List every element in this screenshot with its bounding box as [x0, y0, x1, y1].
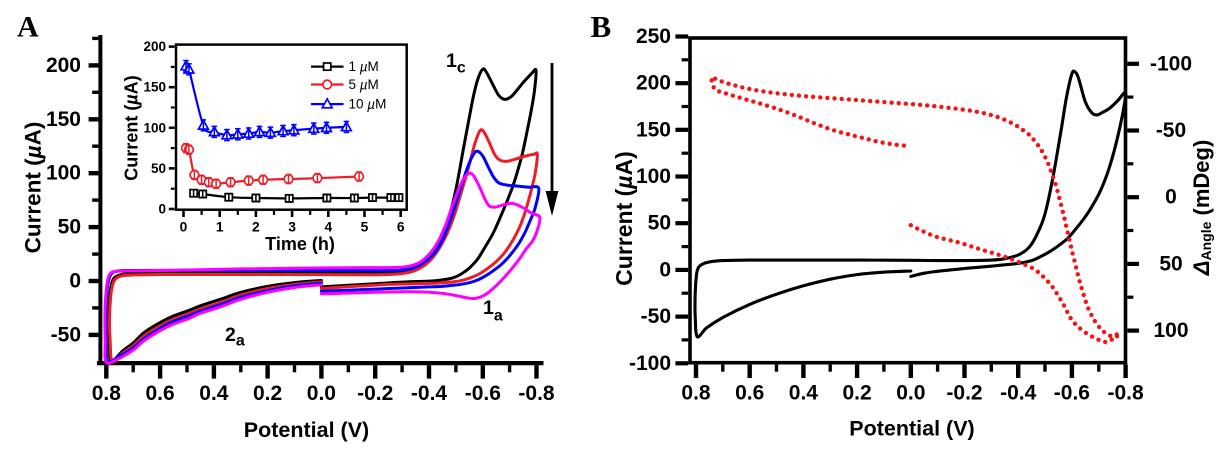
svg-text:5: 5: [361, 219, 369, 234]
svg-text:0.0: 0.0: [307, 382, 336, 405]
svg-text:200: 200: [636, 72, 671, 95]
svg-text:-50: -50: [641, 305, 671, 328]
svg-text:-0.2: -0.2: [357, 382, 393, 405]
svg-text:0.4: 0.4: [199, 382, 229, 405]
svg-text:10 µM: 10 µM: [349, 97, 387, 112]
svg-text:0: 0: [158, 202, 166, 217]
svg-text:-50: -50: [1156, 119, 1186, 142]
svg-text:150: 150: [143, 80, 166, 95]
svg-text:Time (h): Time (h): [265, 234, 335, 254]
svg-text:0.6: 0.6: [145, 382, 174, 405]
svg-text:250: 250: [636, 25, 671, 48]
svg-text:5 µM: 5 µM: [349, 77, 379, 92]
svg-text:50: 50: [58, 216, 81, 239]
svg-text:0.4: 0.4: [789, 382, 819, 405]
svg-text:50: 50: [1159, 252, 1182, 275]
svg-text:-0.2: -0.2: [946, 382, 982, 405]
svg-text:2: 2: [252, 219, 260, 234]
svg-text:B: B: [591, 9, 612, 44]
svg-text:ΔAngle (mDeg): ΔAngle (mDeg): [1189, 140, 1215, 277]
svg-text:Potential (V): Potential (V): [244, 418, 369, 442]
svg-text:0.6: 0.6: [735, 382, 764, 405]
svg-text:Current (µA): Current (µA): [611, 151, 637, 286]
svg-text:1 µM: 1 µM: [349, 59, 379, 74]
svg-text:Current (µA): Current (µA): [122, 75, 142, 180]
svg-text:200: 200: [46, 54, 81, 77]
svg-text:-0.4: -0.4: [411, 382, 448, 405]
svg-text:A: A: [17, 11, 39, 44]
svg-text:-0.8: -0.8: [518, 382, 555, 405]
svg-text:50: 50: [648, 212, 671, 235]
svg-text:6: 6: [397, 219, 405, 234]
svg-text:0: 0: [180, 219, 188, 234]
svg-text:3: 3: [288, 219, 296, 234]
svg-text:0.8: 0.8: [681, 382, 711, 405]
svg-text:0: 0: [1165, 186, 1177, 209]
svg-text:0: 0: [659, 258, 671, 281]
svg-text:-0.4: -0.4: [1000, 382, 1037, 405]
svg-text:150: 150: [636, 118, 671, 141]
svg-text:-50: -50: [51, 323, 81, 346]
svg-text:0.2: 0.2: [842, 382, 871, 405]
svg-text:1: 1: [216, 219, 224, 234]
svg-text:Potential (V): Potential (V): [849, 417, 974, 441]
svg-text:-0.6: -0.6: [1054, 382, 1090, 405]
svg-text:150: 150: [46, 108, 81, 131]
svg-text:-100: -100: [1150, 52, 1192, 75]
svg-text:-100: -100: [629, 352, 671, 375]
svg-text:-0.8: -0.8: [1108, 382, 1145, 405]
svg-text:100: 100: [636, 165, 671, 188]
svg-text:Current (µA): Current (µA): [21, 122, 46, 254]
svg-text:-0.6: -0.6: [465, 382, 501, 405]
svg-text:100: 100: [46, 162, 81, 185]
svg-text:0.0: 0.0: [896, 382, 925, 405]
svg-text:100: 100: [143, 120, 166, 135]
svg-text:0.2: 0.2: [253, 382, 282, 405]
svg-text:4: 4: [324, 219, 332, 234]
svg-text:100: 100: [1153, 319, 1188, 342]
svg-text:0: 0: [69, 270, 81, 293]
svg-text:200: 200: [143, 39, 166, 54]
svg-text:0.8: 0.8: [92, 382, 122, 405]
svg-text:50: 50: [151, 161, 166, 176]
